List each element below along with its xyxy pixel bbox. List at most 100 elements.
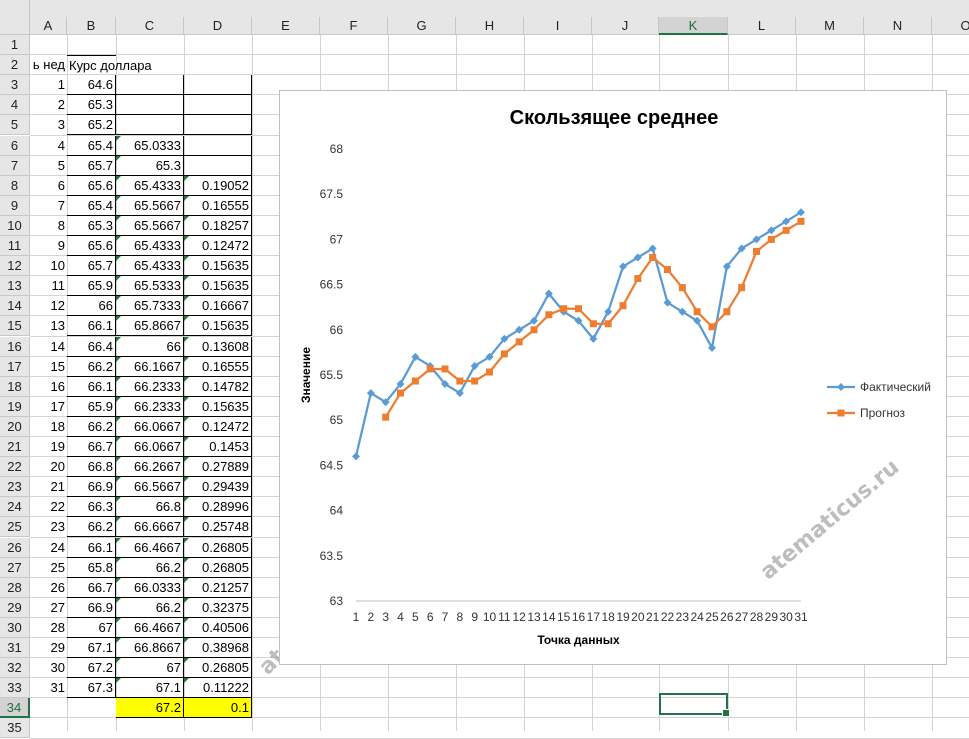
cell-moving-average[interactable]: 66.8667 <box>116 638 184 659</box>
cell-moving-average[interactable]: 65.5667 <box>116 195 184 216</box>
row-header-20[interactable]: 20 <box>0 416 30 437</box>
cell-dollar-rate[interactable]: 66.2 <box>67 416 116 437</box>
cell-moving-average[interactable]: 66.2 <box>116 597 184 618</box>
column-header-l[interactable]: L <box>728 17 796 35</box>
column-header-d[interactable]: D <box>184 17 252 35</box>
row-header-5[interactable]: 5 <box>0 115 30 136</box>
row-header-34[interactable]: 34 <box>0 698 30 719</box>
row-header-9[interactable]: 9 <box>0 195 30 216</box>
row-header-35[interactable]: 35 <box>0 718 30 739</box>
cell-a2-header[interactable]: ь нед <box>32 57 65 73</box>
cell-week-number[interactable]: 26 <box>50 579 65 595</box>
cell-week-number[interactable]: 23 <box>50 519 65 535</box>
cell-moving-average[interactable]: 66.0667 <box>116 437 184 458</box>
cell-dollar-rate[interactable]: 66 <box>67 296 116 317</box>
column-header-i[interactable]: I <box>524 17 592 35</box>
row-header-10[interactable]: 10 <box>0 215 30 236</box>
cell-week-number[interactable]: 5 <box>57 157 65 173</box>
cell-standard-error[interactable]: 0.12472 <box>184 236 252 257</box>
cell-week-number[interactable]: 16 <box>50 378 65 394</box>
cell-dollar-rate[interactable]: 66.9 <box>67 597 116 618</box>
row-header-25[interactable]: 25 <box>0 517 30 538</box>
cell-dollar-rate[interactable]: 66.8 <box>67 457 116 478</box>
cell-moving-average[interactable]: 66.2333 <box>116 376 184 397</box>
column-header-c[interactable]: C <box>116 17 184 35</box>
cell-moving-average[interactable]: 66.2667 <box>116 457 184 478</box>
cell-dollar-rate[interactable]: 66.1 <box>67 376 116 397</box>
cell-dollar-rate[interactable]: 65.4 <box>67 135 116 156</box>
cell-dollar-rate[interactable]: 67.2 <box>67 658 116 679</box>
column-header-m[interactable]: M <box>796 17 864 35</box>
cell-week-number[interactable]: 14 <box>50 338 65 354</box>
cell-moving-average[interactable]: 67 <box>116 658 184 679</box>
cell-week-number[interactable]: 31 <box>50 680 65 696</box>
cell-b2-header[interactable]: Курс доллара <box>67 55 152 75</box>
cell-dollar-rate[interactable]: 65.6 <box>67 236 116 257</box>
cell-standard-error[interactable]: 0.25748 <box>184 517 252 538</box>
cell-standard-error[interactable] <box>184 115 252 136</box>
cell-standard-error[interactable]: 0.15635 <box>184 276 252 297</box>
cell-moving-average[interactable]: 66.0333 <box>116 577 184 598</box>
row-header-11[interactable]: 11 <box>0 236 30 257</box>
cell-moving-average[interactable]: 65.4333 <box>116 256 184 277</box>
row-header-24[interactable]: 24 <box>0 497 30 518</box>
cell-moving-average[interactable] <box>116 95 184 116</box>
cell-moving-average[interactable]: 65.7333 <box>116 296 184 317</box>
row-header-7[interactable]: 7 <box>0 155 30 176</box>
cell-standard-error[interactable] <box>184 95 252 116</box>
cell-dollar-rate[interactable]: 66.2 <box>67 517 116 538</box>
row-header-18[interactable]: 18 <box>0 376 30 397</box>
cell-week-number[interactable]: 30 <box>50 660 65 676</box>
cell-standard-error[interactable]: 0.38968 <box>184 638 252 659</box>
cell-standard-error[interactable]: 0.32375 <box>184 597 252 618</box>
cell-standard-error[interactable] <box>184 75 252 96</box>
cell-week-number[interactable]: 4 <box>57 137 65 153</box>
row-header-33[interactable]: 33 <box>0 678 30 699</box>
cell-moving-average[interactable]: 65.3 <box>116 155 184 176</box>
cell-standard-error[interactable]: 0.26805 <box>184 658 252 679</box>
cell-dollar-rate[interactable]: 67.3 <box>67 678 116 699</box>
cell-standard-error[interactable]: 0.18257 <box>184 215 252 236</box>
cell-dollar-rate[interactable]: 67.1 <box>67 638 116 659</box>
cell-moving-average[interactable]: 65.4333 <box>116 236 184 257</box>
cell-standard-error[interactable]: 0.13608 <box>184 336 252 357</box>
row-header-8[interactable]: 8 <box>0 175 30 196</box>
cell-dollar-rate[interactable]: 65.4 <box>67 195 116 216</box>
row-header-22[interactable]: 22 <box>0 457 30 478</box>
column-header-e[interactable]: E <box>252 17 320 35</box>
cell-week-number[interactable]: 13 <box>50 318 65 334</box>
cell-week-number[interactable]: 17 <box>50 398 65 414</box>
cell-dollar-rate[interactable]: 65.9 <box>67 396 116 417</box>
cell-dollar-rate[interactable]: 66.7 <box>67 577 116 598</box>
row-header-16[interactable]: 16 <box>0 336 30 357</box>
cell-week-number[interactable]: 10 <box>50 258 65 274</box>
row-header-12[interactable]: 12 <box>0 256 30 277</box>
cell-standard-error[interactable]: 0.29439 <box>184 477 252 498</box>
cell-standard-error[interactable]: 0.14782 <box>184 376 252 397</box>
cell-moving-average[interactable]: 66.0667 <box>116 416 184 437</box>
cell-week-number[interactable]: 6 <box>57 177 65 193</box>
row-header-21[interactable]: 21 <box>0 437 30 458</box>
cell-standard-error[interactable]: 0.40506 <box>184 617 252 638</box>
cell-standard-error[interactable]: 0.15635 <box>184 256 252 277</box>
cell-dollar-rate[interactable]: 66.2 <box>67 356 116 377</box>
column-header-g[interactable]: G <box>388 17 456 35</box>
moving-average-chart[interactable]: Скользящее среднее 63 63.5 64 64.5 65 65.5 66 66… <box>279 90 947 665</box>
row-header-2[interactable]: 2 <box>0 55 30 76</box>
column-header-k[interactable]: K <box>659 17 728 35</box>
select-all-corner[interactable] <box>0 0 30 35</box>
row-header-15[interactable]: 15 <box>0 316 30 337</box>
cell-week-number[interactable]: 8 <box>57 217 65 233</box>
cell-moving-average[interactable]: 65.5667 <box>116 215 184 236</box>
cell-week-number[interactable]: 9 <box>57 238 65 253</box>
cell-d34-forecast[interactable]: 0.1 <box>184 698 252 719</box>
cell-dollar-rate[interactable]: 67 <box>67 617 116 638</box>
cell-dollar-rate[interactable]: 64.6 <box>67 75 116 96</box>
row-header-1[interactable]: 1 <box>0 35 30 56</box>
cell-standard-error[interactable]: 0.21257 <box>184 577 252 598</box>
cell-moving-average[interactable]: 66 <box>116 336 184 357</box>
row-header-28[interactable]: 28 <box>0 577 30 598</box>
cell-moving-average[interactable]: 65.5333 <box>116 276 184 297</box>
active-cell-selection[interactable] <box>659 693 730 717</box>
cell-moving-average[interactable]: 66.4667 <box>116 617 184 638</box>
